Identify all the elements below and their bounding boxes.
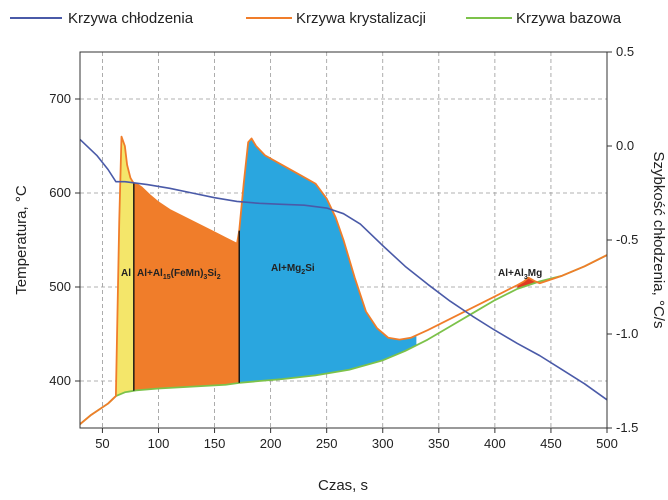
x-tick-label: 200 xyxy=(260,436,282,451)
x-tick-label: 400 xyxy=(484,436,506,451)
y-left-tick-label: 700 xyxy=(49,91,71,106)
crystallization-curve-line xyxy=(79,135,608,425)
y-axis-left-title: Temperatura, °C xyxy=(13,185,30,295)
y-right-tick-label: 0.5 xyxy=(616,44,634,59)
x-tick-label: 350 xyxy=(428,436,450,451)
series-lines xyxy=(79,135,608,425)
region-labels: Al Al+Al15(FeMn)3Si2 Al+Mg2Si Al+Al3Mg xyxy=(121,263,542,281)
x-tick-label: 50 xyxy=(95,436,109,451)
x-tick-label: 300 xyxy=(372,436,394,451)
y-right-tick-label: -1.5 xyxy=(616,420,638,435)
x-tick-label: 150 xyxy=(204,436,226,451)
cooling-curve-line xyxy=(79,138,608,401)
region-label-al-al3mg: Al+Al3Mg xyxy=(498,268,542,281)
y-right-tick-label: -0.5 xyxy=(616,232,638,247)
x-tick-label: 250 xyxy=(316,436,338,451)
region-label-al-fe: Al+Al15(FeMn)3Si2 xyxy=(137,268,221,281)
y-left-tick-label: 400 xyxy=(49,373,71,388)
x-axis-title: Czas, s xyxy=(318,477,368,494)
axis-ticks: 50 100 150 200 250 300 350 400 450 500 400 500 600 70… xyxy=(49,44,638,451)
y-axis-right-title: Szybkość chłodzenia, °C/s xyxy=(650,152,667,329)
x-tick-label: 100 xyxy=(148,436,170,451)
region-dividers xyxy=(133,183,240,391)
x-tick-label: 500 xyxy=(596,436,618,451)
region-label-al: Al xyxy=(121,268,131,279)
region-label-al-mg2si: Al+Mg2Si xyxy=(271,263,315,276)
y-left-tick-label: 500 xyxy=(49,279,71,294)
legend-label-crystallization: Krzywa krystalizacji xyxy=(296,10,426,27)
y-right-tick-label: -1.0 xyxy=(616,326,638,341)
region-fill xyxy=(133,183,240,391)
legend-label-cooling: Krzywa chłodzenia xyxy=(68,10,194,27)
legend-label-base: Krzywa bazowa xyxy=(516,10,622,27)
x-tick-label: 450 xyxy=(540,436,562,451)
y-right-tick-label: 0.0 xyxy=(616,138,634,153)
legend: Krzywa chłodzenia Krzywa krystalizacji K… xyxy=(10,10,622,27)
y-left-tick-label: 600 xyxy=(49,185,71,200)
base-curve-line xyxy=(79,254,608,425)
